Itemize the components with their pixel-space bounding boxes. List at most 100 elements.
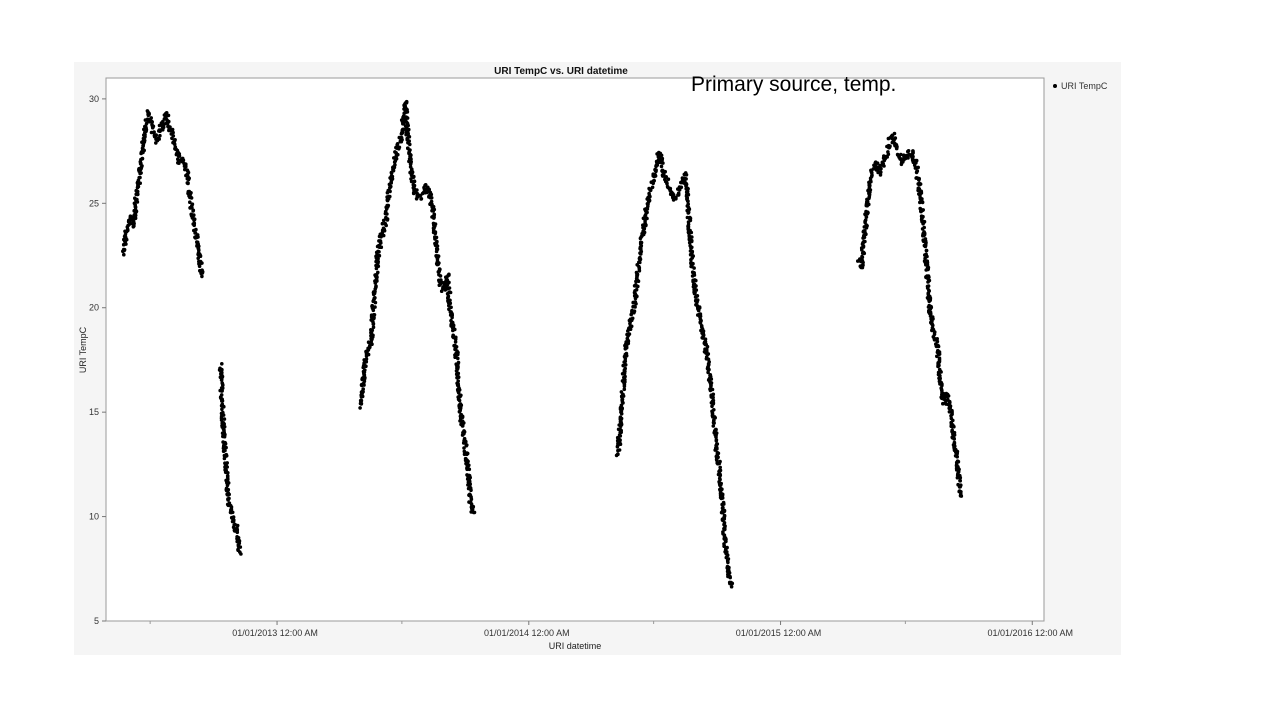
data-point bbox=[645, 202, 650, 206]
data-point bbox=[626, 339, 631, 344]
data-point bbox=[930, 322, 934, 326]
data-point bbox=[372, 298, 376, 302]
data-point bbox=[436, 254, 441, 258]
data-point bbox=[711, 396, 715, 400]
legend: URI TempC bbox=[1053, 81, 1108, 91]
data-point bbox=[638, 260, 642, 265]
data-point bbox=[887, 144, 891, 148]
data-point bbox=[430, 202, 434, 207]
y-tick-label: 25 bbox=[89, 198, 99, 208]
data-point bbox=[140, 156, 145, 161]
y-axis-label: URI TempC bbox=[78, 326, 88, 373]
data-point bbox=[123, 232, 128, 237]
data-point bbox=[157, 123, 162, 128]
data-point bbox=[924, 263, 928, 267]
data-point bbox=[453, 337, 458, 342]
data-point bbox=[718, 459, 722, 464]
data-point bbox=[188, 192, 193, 196]
data-point bbox=[650, 185, 655, 190]
data-point bbox=[630, 318, 634, 323]
data-point bbox=[192, 223, 196, 228]
data-point bbox=[177, 154, 182, 158]
data-point bbox=[710, 404, 714, 409]
data-point bbox=[958, 493, 963, 498]
data-point bbox=[686, 225, 691, 229]
data-point bbox=[937, 356, 942, 361]
data-point bbox=[952, 446, 957, 451]
data-point bbox=[359, 395, 364, 399]
data-point bbox=[623, 347, 628, 351]
data-point bbox=[638, 246, 642, 251]
data-point bbox=[648, 194, 652, 199]
data-point bbox=[684, 177, 688, 181]
data-point bbox=[166, 113, 171, 118]
data-point bbox=[687, 207, 692, 211]
data-point bbox=[716, 461, 720, 466]
data-point bbox=[688, 216, 693, 221]
data-point bbox=[456, 371, 461, 376]
data-point bbox=[616, 437, 621, 442]
data-point bbox=[380, 221, 385, 226]
data-point bbox=[429, 196, 434, 200]
data-point bbox=[414, 197, 419, 201]
data-point bbox=[451, 328, 455, 333]
data-point bbox=[865, 210, 870, 214]
data-point bbox=[222, 422, 226, 426]
data-point bbox=[433, 241, 437, 246]
data-point bbox=[715, 450, 720, 455]
data-point bbox=[922, 230, 926, 234]
data-point bbox=[404, 120, 409, 124]
data-point bbox=[455, 381, 459, 386]
data-point bbox=[634, 287, 639, 292]
data-point bbox=[697, 306, 702, 310]
x-tick-label: 01/01/2016 12:00 AM bbox=[987, 628, 1073, 638]
data-point bbox=[218, 375, 223, 380]
data-point bbox=[374, 285, 378, 289]
data-point bbox=[722, 544, 726, 548]
data-point bbox=[376, 249, 380, 254]
data-point bbox=[636, 279, 641, 283]
data-point bbox=[696, 308, 701, 313]
data-point bbox=[622, 387, 627, 392]
data-point bbox=[219, 393, 224, 397]
data-point bbox=[386, 203, 391, 208]
data-point bbox=[431, 214, 435, 219]
data-point bbox=[361, 369, 366, 374]
data-point bbox=[386, 194, 391, 199]
data-point bbox=[661, 161, 665, 165]
data-point bbox=[358, 406, 362, 410]
data-point bbox=[924, 248, 929, 253]
data-point bbox=[189, 196, 194, 200]
data-point bbox=[376, 264, 381, 269]
data-point bbox=[431, 209, 436, 213]
data-point bbox=[217, 368, 222, 372]
data-point bbox=[725, 552, 729, 557]
data-point bbox=[718, 465, 722, 470]
data-point bbox=[719, 496, 724, 501]
data-point bbox=[434, 246, 439, 251]
data-point bbox=[370, 316, 375, 320]
data-point bbox=[223, 464, 227, 469]
data-point bbox=[399, 135, 404, 140]
data-point bbox=[663, 177, 667, 182]
data-point bbox=[190, 202, 195, 206]
data-point bbox=[684, 173, 689, 177]
data-point bbox=[868, 176, 873, 181]
data-point bbox=[954, 454, 959, 458]
data-point bbox=[705, 344, 710, 349]
data-point bbox=[423, 183, 428, 187]
data-point bbox=[361, 381, 366, 386]
data-point bbox=[712, 421, 716, 425]
data-point bbox=[371, 333, 375, 338]
data-point bbox=[219, 386, 224, 390]
data-point bbox=[719, 491, 723, 495]
data-point bbox=[624, 351, 629, 356]
data-point bbox=[378, 239, 383, 243]
data-point bbox=[706, 363, 711, 367]
data-point bbox=[394, 152, 399, 156]
data-point bbox=[375, 279, 379, 283]
data-point bbox=[429, 192, 434, 197]
data-point bbox=[714, 445, 719, 450]
data-point bbox=[172, 142, 177, 146]
data-point bbox=[144, 121, 149, 126]
